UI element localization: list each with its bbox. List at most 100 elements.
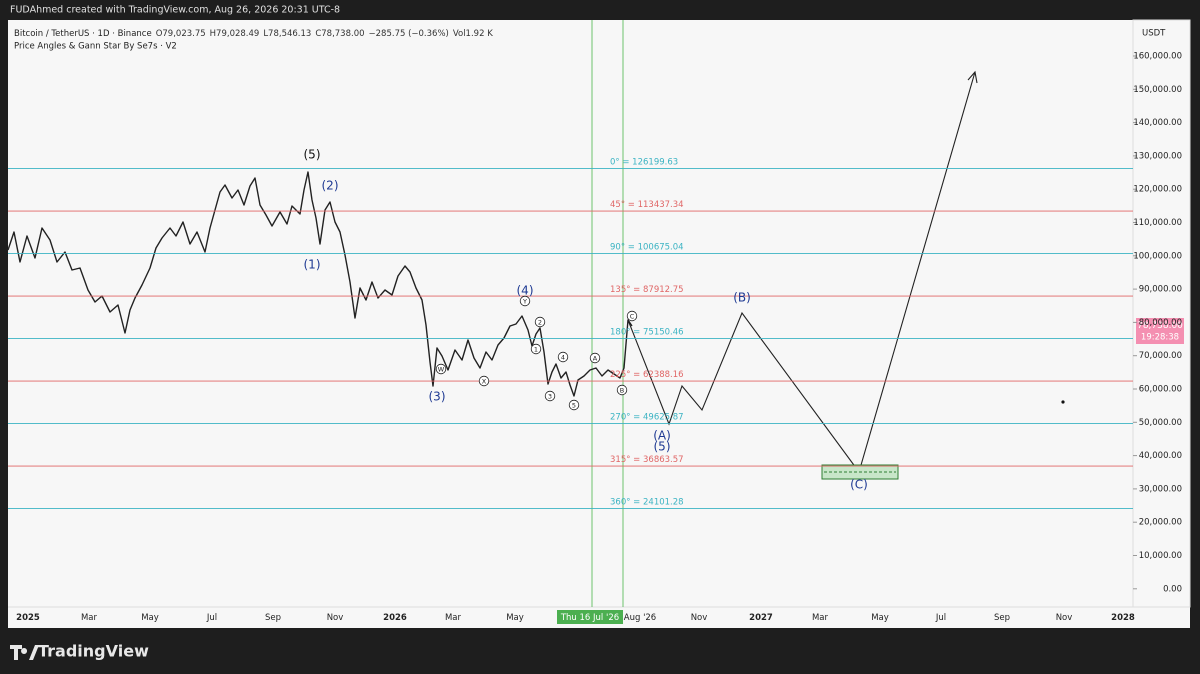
price-label: 20,000.00 <box>1139 518 1182 528</box>
logo-mark <box>10 645 39 660</box>
gann-level-label: 270° = 49625.87 <box>610 413 684 423</box>
price-label: 150,000.00 <box>1133 85 1182 95</box>
crosshair-time-label: Thu 16 Jul '26 <box>560 613 619 623</box>
currency: USDT <box>1142 29 1166 39</box>
price-label: 130,000.00 <box>1133 151 1182 161</box>
legend-symbol: Bitcoin / TetherUS · 1D · Binance <box>14 29 152 39</box>
time-label: 2026 <box>383 613 407 623</box>
price-label: 10,000.00 <box>1139 551 1182 561</box>
wave-label: (5) <box>654 440 671 454</box>
gann-level-label: 135° = 87912.75 <box>610 285 684 295</box>
minor-wave-label: W <box>438 366 445 374</box>
minor-wave-label: 3 <box>548 393 552 401</box>
minor-wave-label: 1 <box>534 346 538 354</box>
minor-wave-circle <box>616 384 628 396</box>
price-label: 0.00 <box>1163 584 1182 594</box>
price-label: 70,000.00 <box>1139 351 1182 361</box>
legend-high: H79,028.49 <box>210 29 260 39</box>
price-label: 90,000.00 <box>1139 285 1182 295</box>
gann-level-label: 360° = 24101.28 <box>610 498 684 508</box>
gann-level-label: 225° = 62388.16 <box>610 370 684 380</box>
last-price-countdown: 19:28:38 <box>1141 333 1179 343</box>
minor-wave-label: C <box>630 313 635 321</box>
time-label: Jul <box>206 613 217 623</box>
legend-close: C78,738.00 <box>315 29 364 39</box>
tradingview-logo: TradingView <box>10 642 149 661</box>
dot <box>1061 400 1065 404</box>
price-label: 80,000.00 <box>1139 318 1182 328</box>
gann-level-label: 0° = 126199.63 <box>610 158 678 168</box>
minor-wave-label: 4 <box>561 354 565 362</box>
wave-label: (5) <box>304 148 321 162</box>
gann-level-label: 45° = 113437.34 <box>610 200 684 210</box>
wave-label: (3) <box>429 390 446 404</box>
legend-ohlc: Bitcoin / TetherUS · 1D · Binance O79,023… <box>14 29 493 39</box>
minor-wave-label: 5 <box>572 402 576 410</box>
time-label: Mar <box>445 613 462 623</box>
time-label: Jul <box>935 613 946 623</box>
crosshair-time-label-bg <box>557 610 623 624</box>
price-label: 30,000.00 <box>1139 484 1182 494</box>
projection-arrowhead <box>967 70 978 84</box>
minor-wave-circle <box>519 295 531 307</box>
time-label: Sep <box>265 613 281 623</box>
minor-wave-circle <box>530 343 542 355</box>
minor-wave-circle <box>478 375 490 387</box>
minor-wave-circle <box>626 310 638 322</box>
price-label: 100,000.00 <box>1133 251 1182 261</box>
legend-low: L78,546.13 <box>263 29 311 39</box>
time-label: Aug '26 <box>624 613 656 623</box>
time-label: Nov <box>691 613 708 623</box>
minor-wave-label: A <box>593 355 598 363</box>
minor-wave-label: 2 <box>538 319 542 327</box>
minor-wave-label: Y <box>522 298 527 306</box>
chart-pane <box>8 20 1190 628</box>
time-label: Mar <box>81 613 98 623</box>
gann-level-label: 180° = 75150.46 <box>610 328 684 338</box>
time-label: 2028 <box>1111 613 1135 623</box>
wave-label: (1) <box>304 258 321 272</box>
price-label: 60,000.00 <box>1139 385 1182 395</box>
minor-wave-circle <box>544 390 556 402</box>
price-series <box>7 171 633 397</box>
time-label: Nov <box>327 613 344 623</box>
minor-wave-label: X <box>482 378 487 386</box>
minor-wave-label: B <box>620 387 624 395</box>
attribution: FUDAhmed created with TradingView.com, A… <box>10 5 340 16</box>
price-label: 40,000.00 <box>1139 451 1182 461</box>
price-label: 140,000.00 <box>1133 118 1182 128</box>
wave-label: (2) <box>322 179 339 193</box>
wave-label: (A) <box>653 429 671 443</box>
legend-change: −285.75 (−0.36%) <box>369 29 449 39</box>
price-scale <box>1132 19 1191 608</box>
price-label: 110,000.00 <box>1133 218 1182 228</box>
minor-wave-circle <box>589 352 601 364</box>
branding: TradingView <box>38 642 149 661</box>
gann-level-label: 315° = 36863.57 <box>610 455 684 465</box>
gann-level-label: 90° = 100675.04 <box>610 243 684 253</box>
last-price: 78,738.00 <box>1137 321 1183 331</box>
minor-wave-circle <box>435 363 447 375</box>
time-label: May <box>871 613 889 623</box>
last-price-bg <box>1136 318 1184 344</box>
minor-wave-circle <box>557 351 569 363</box>
time-label: Mar <box>812 613 829 623</box>
minor-wave-circle <box>534 316 546 328</box>
legend-volume: Vol1.92 K <box>453 29 493 39</box>
price-label: 120,000.00 <box>1133 185 1182 195</box>
price-label: 50,000.00 <box>1139 418 1182 428</box>
legend-open: O79,023.75 <box>156 29 206 39</box>
time-label: May <box>141 613 159 623</box>
time-label: Sep <box>994 613 1010 623</box>
wave-label: (C) <box>850 478 868 492</box>
time-label: 2027 <box>749 613 773 623</box>
wave-label: (4) <box>517 284 534 298</box>
time-label: Nov <box>1056 613 1073 623</box>
wave-label: (B) <box>733 291 751 305</box>
minor-wave-circle <box>568 399 580 411</box>
time-label: May <box>506 613 524 623</box>
legend-indicator: Price Angles & Gann Star By Se7s · V2 <box>14 42 177 52</box>
price-label: 160,000.00 <box>1133 52 1182 62</box>
